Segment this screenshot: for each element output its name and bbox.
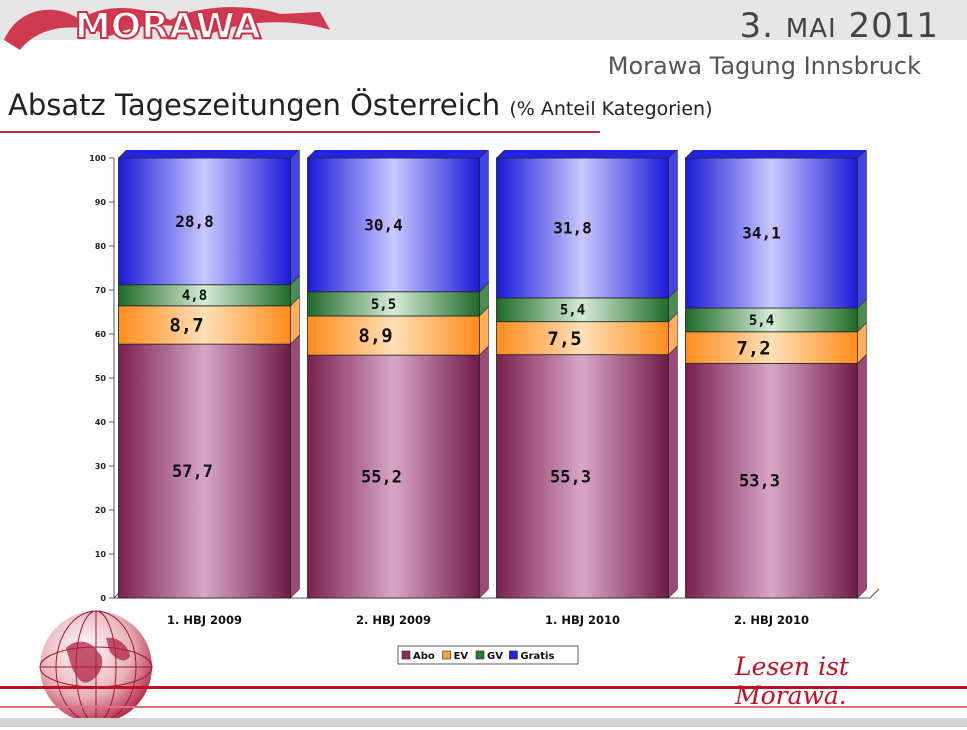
bar-segment-ev [307, 315, 480, 356]
data-label-gratis: 31,8 [553, 219, 592, 238]
data-label-abo: 53,3 [739, 472, 780, 492]
legend-box [397, 645, 579, 665]
y-tick-label: 90 [95, 198, 107, 207]
y-tick-label: 20 [95, 506, 107, 515]
morawa-logo: MORAWA [0, 0, 340, 56]
data-label-gratis: 30,4 [364, 215, 403, 234]
data-label-abo: 57,7 [172, 462, 213, 482]
date-month: MAI [785, 14, 837, 44]
bar-top [117, 148, 301, 159]
data-label-ev: 8,9 [358, 325, 392, 347]
bar-segment-gratis [118, 157, 291, 286]
y-tick-label: 60 [95, 330, 107, 339]
x-category-label: 1. HBJ 2009 [167, 613, 242, 627]
title-underline [0, 131, 600, 133]
data-label-gv: 5,4 [560, 303, 585, 319]
bar-segment-abo [118, 343, 291, 599]
legend-label-gv: GV [487, 651, 503, 662]
bar-side-abo [479, 345, 489, 599]
x-category-label: 2. HBJ 2010 [734, 613, 809, 627]
bar-stack [306, 148, 490, 599]
data-label-gv: 5,5 [371, 297, 396, 313]
x-axis-depth-line [869, 588, 880, 599]
data-label-ev: 8,7 [169, 315, 203, 337]
bar-side-gratis [857, 148, 867, 309]
event-name: Morawa Tagung Innsbruck [607, 52, 921, 80]
y-tick-label: 70 [95, 286, 107, 295]
date: 3. MAI 2011 [740, 6, 940, 46]
legend-swatch-ev [442, 650, 451, 660]
bar-side-abo [290, 334, 300, 599]
data-label-abo: 55,2 [361, 468, 402, 488]
x-category-label: 2. HBJ 2009 [356, 613, 431, 627]
bar-top [306, 148, 490, 159]
date-year: 2011 [848, 6, 939, 46]
legend-swatch-abo [401, 650, 411, 660]
data-label-ev: 7,5 [547, 328, 581, 350]
y-tick-label: 50 [95, 374, 107, 383]
bar-segment-ev [118, 305, 291, 345]
globe-logo [36, 608, 156, 730]
data-label-gv: 5,4 [749, 313, 774, 329]
bar-side-abo [857, 353, 867, 599]
slide-subtitle: (% Anteil Kategorien) [509, 98, 713, 120]
bar-top [495, 148, 679, 159]
bar-segment-ev [496, 321, 669, 356]
footer-line [0, 686, 967, 689]
y-tick-label: 30 [95, 462, 107, 471]
y-tick-label: 0 [100, 594, 106, 603]
y-tick-label: 40 [95, 418, 107, 427]
bar-stack [495, 148, 679, 599]
bar-segment-abo [307, 354, 480, 599]
legend-label-ev: EV [454, 651, 469, 662]
date-prefix: 3. [739, 6, 774, 46]
data-label-gv: 4,8 [182, 288, 207, 304]
bar-side-gratis [290, 148, 300, 286]
data-label-ev: 7,2 [736, 337, 770, 359]
bar-top [684, 148, 868, 159]
bar-segment-abo [685, 363, 858, 599]
slide-title-text: Absatz Tageszeitungen Österreich [8, 88, 501, 122]
bar-segment-gratis [685, 157, 858, 309]
legend-swatch-gv [475, 650, 485, 660]
legend-label-gratis: Gratis [520, 651, 554, 662]
y-tick-label: 100 [89, 154, 106, 163]
bar-side-gratis [479, 148, 489, 293]
y-tick-label: 80 [95, 242, 107, 251]
y-tick-label: 10 [95, 550, 107, 559]
bar-segment-ev [685, 331, 858, 364]
bar-side-abo [668, 344, 678, 599]
footer-line-thin [0, 706, 967, 708]
tagline: Lesen ist Morawa. [735, 652, 849, 710]
chart: 0 10 20 30 40 50 60 70 80 90 100 57,7 8,7 4,8 28,8 1. … [80, 148, 900, 674]
data-label-gratis: 28,8 [175, 212, 214, 231]
legend-swatch-gratis [509, 650, 518, 660]
data-label-gratis: 34,1 [742, 224, 781, 243]
bar-segment-abo [496, 354, 669, 599]
slide-title: Absatz Tageszeitungen Österreich (% Ante… [8, 88, 712, 122]
logo-text: MORAWA [75, 6, 261, 47]
footer-bar [0, 718, 967, 727]
chart-svg: 0 10 20 30 40 50 60 70 80 90 100 57,7 8,7 4,8 28,8 1. … [89, 148, 880, 665]
bar-segment-gratis [496, 157, 669, 299]
data-label-abo: 55,3 [550, 467, 591, 487]
legend-label-abo: Abo [413, 651, 435, 662]
bar-side-gratis [668, 148, 678, 299]
bar-stack [117, 148, 301, 599]
bar-stack [684, 148, 868, 599]
x-category-label: 1. HBJ 2010 [545, 613, 620, 627]
bar-segment-gratis [307, 157, 480, 293]
